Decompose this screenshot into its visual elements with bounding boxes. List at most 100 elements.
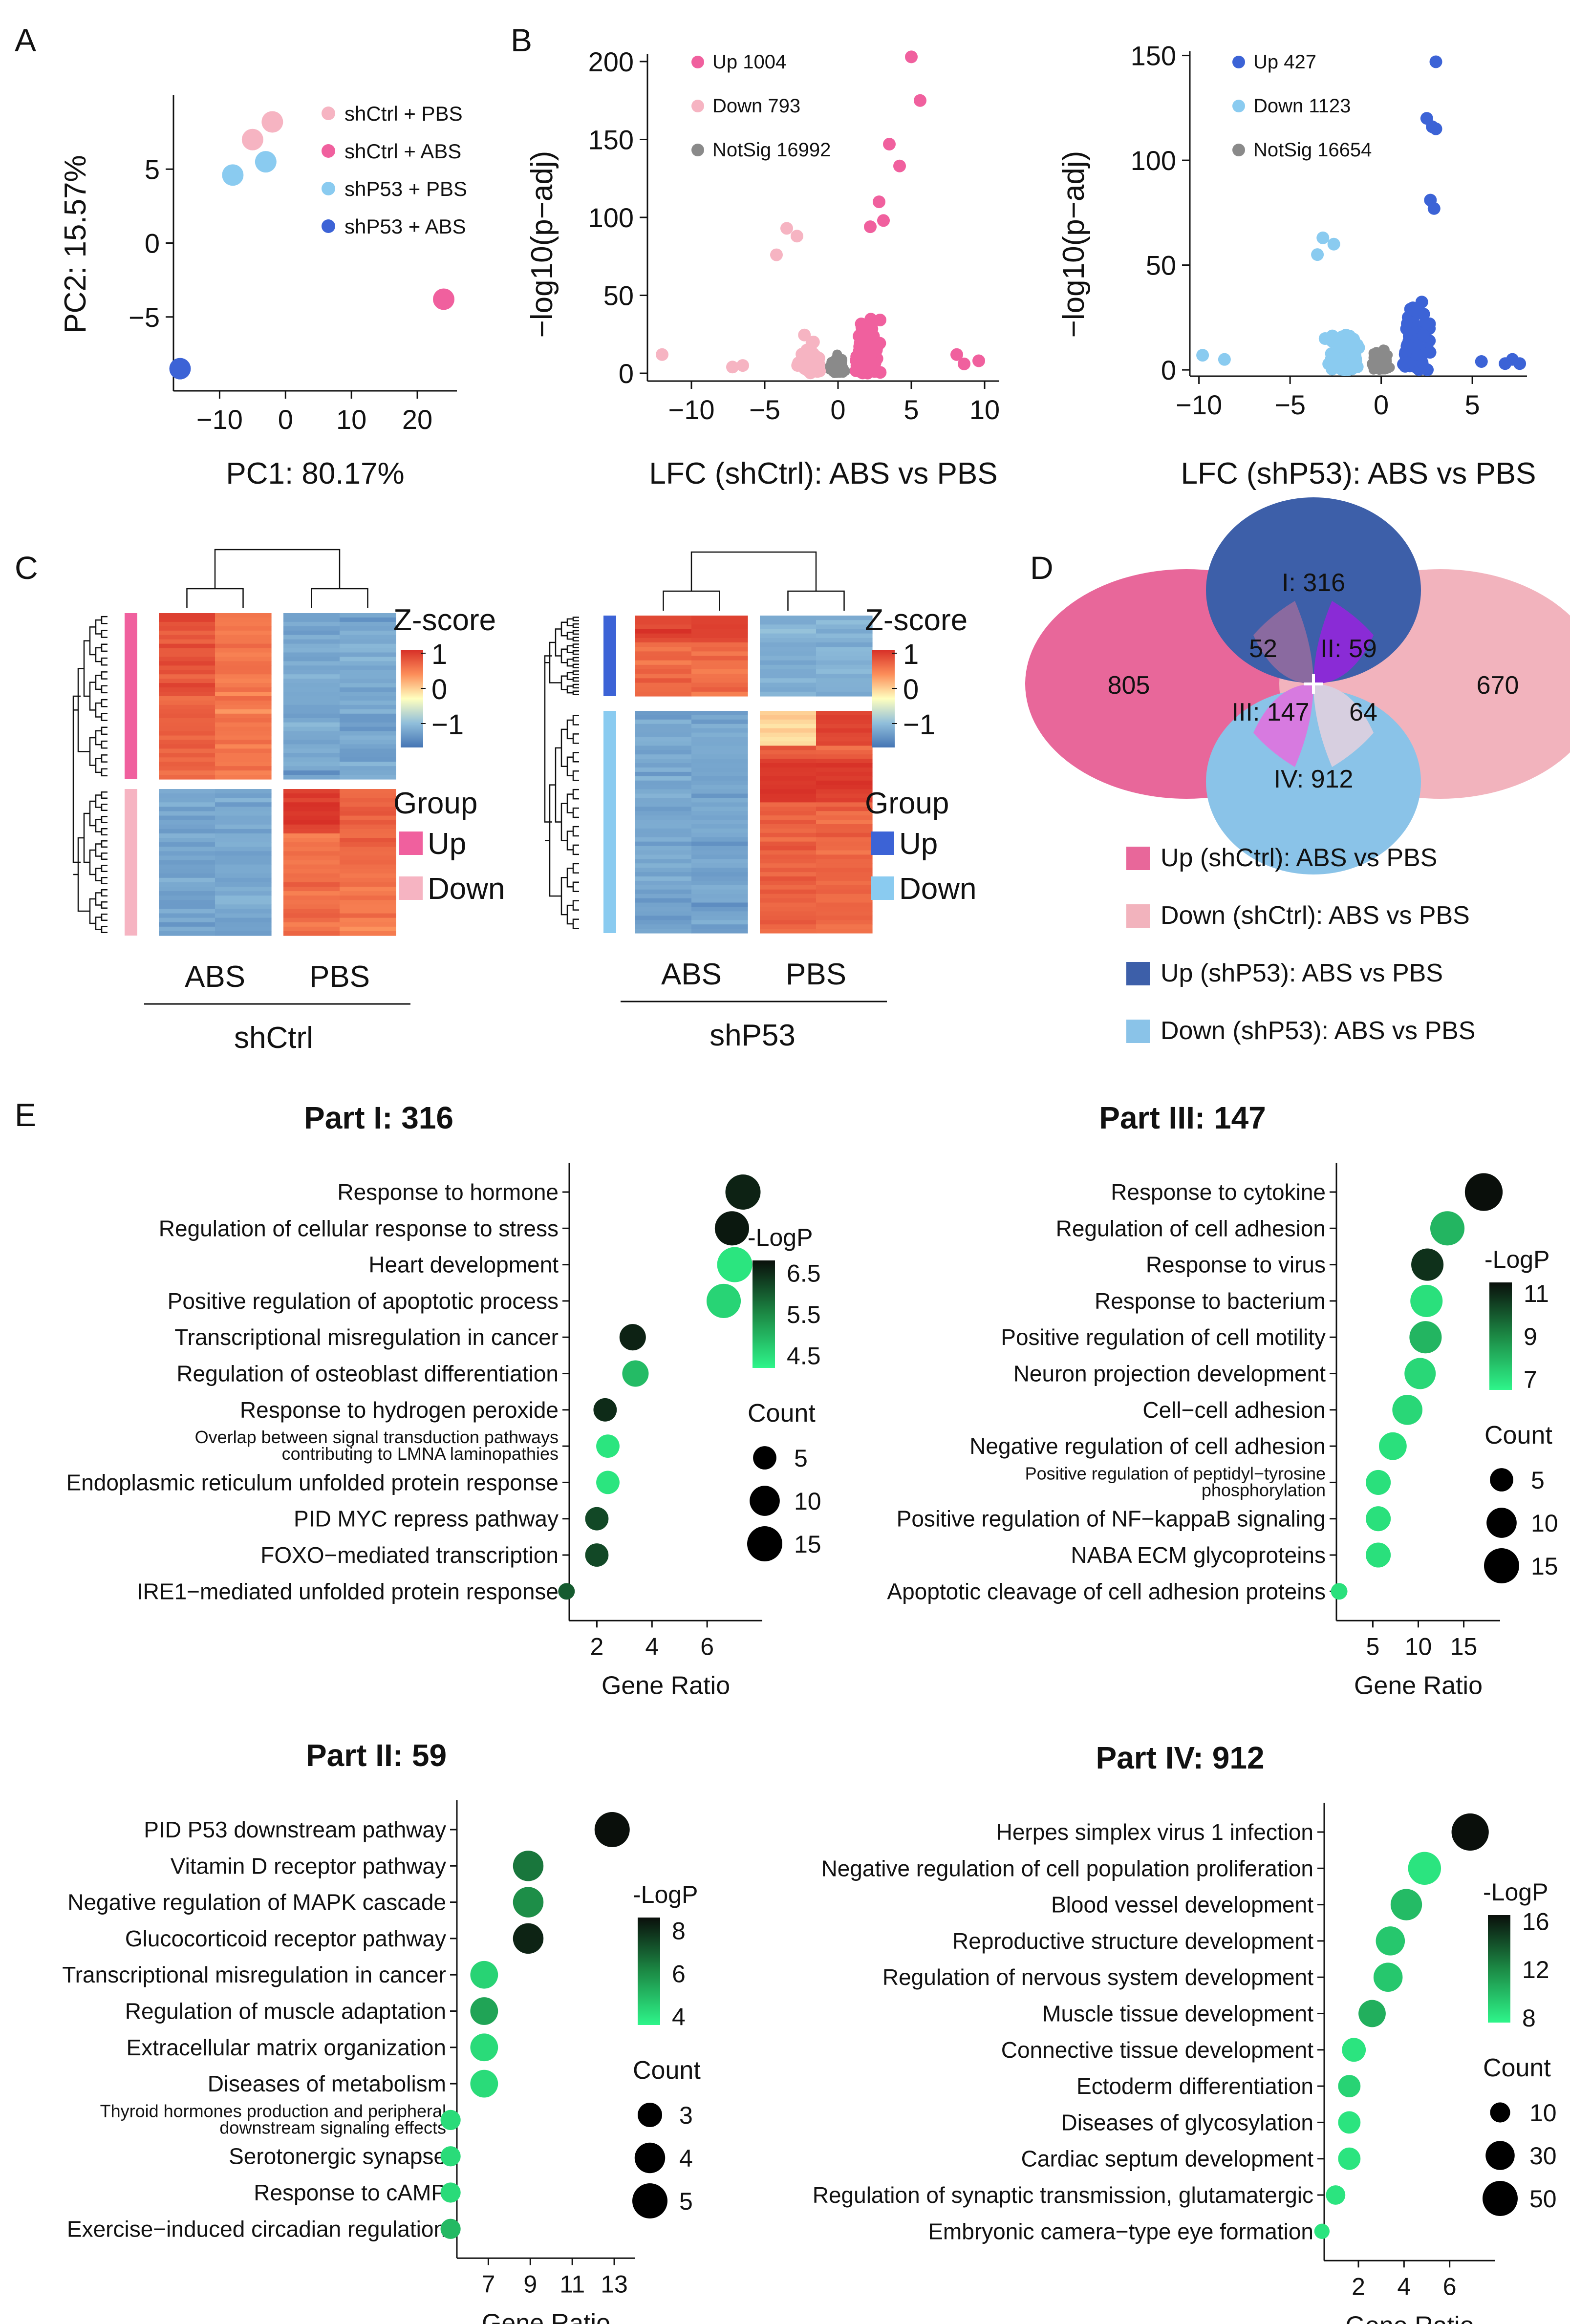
heatmap-cell: [635, 793, 692, 799]
heatmap-cell: [215, 913, 272, 918]
group-annotation-bar: [603, 616, 616, 696]
heatmap-cell: [635, 741, 692, 746]
heatmap-cell: [816, 669, 873, 674]
heatmap-cell: [283, 917, 340, 923]
heatmap-cell: [760, 724, 817, 729]
heatmap-cell: [159, 630, 215, 636]
venn-legend-label: Down (shP53): ABS vs PBS: [1161, 1017, 1476, 1045]
legend-marker: [322, 144, 335, 158]
go-term-label: Transcriptional misregulation in cancer: [62, 1962, 446, 1987]
heatmap-cell: [215, 895, 272, 900]
go-term-label: Negative regulation of cell adhesion: [969, 1433, 1326, 1459]
heatmap-cell: [760, 750, 817, 755]
heatmap-cell: [816, 678, 873, 683]
go-dot: [1379, 1432, 1407, 1460]
down-point: [1327, 237, 1340, 251]
heatmap-cell: [691, 771, 748, 777]
heatmap-cell: [159, 820, 215, 825]
heatmap-cell: [691, 837, 748, 842]
heatmap-cell: [340, 904, 396, 910]
go-dot: [1390, 1889, 1422, 1920]
up-point: [855, 317, 868, 330]
up-point: [1429, 55, 1442, 68]
go-term-label: Positive regulation of cell motility: [1001, 1324, 1326, 1350]
size-legend-dot: [632, 2183, 667, 2218]
heatmap-cell: [215, 873, 272, 878]
heatmap-cell: [691, 850, 748, 855]
heatmap-cell: [340, 891, 396, 896]
heatmap-cell: [215, 670, 272, 675]
heatmap-cell: [215, 855, 272, 861]
x-tick-label: 5: [1465, 389, 1480, 420]
colorbar-title: -LogP: [748, 1224, 813, 1251]
heatmap-cell: [283, 820, 340, 825]
go-dot: [1358, 2000, 1386, 2027]
size-legend-dot: [1486, 1508, 1517, 1538]
heatmap-cell: [691, 750, 748, 755]
pca-point: [241, 128, 263, 150]
up-point: [1409, 348, 1422, 361]
go-term-label: contributing to LMNA laminopathies: [282, 1444, 559, 1464]
venn-legend-swatch: [1126, 962, 1150, 985]
heatmap-cell: [159, 726, 215, 732]
y-tick-label: 0: [145, 228, 160, 259]
down-point: [805, 336, 818, 349]
dendrogram-branch: [95, 892, 102, 906]
heatmap-cell: [215, 793, 272, 798]
heatmap-cell: [635, 750, 692, 755]
heatmap-cell: [760, 793, 817, 799]
heatmap-cell: [691, 642, 748, 647]
go-term-label: IRE1−mediated unfolded protein response: [137, 1578, 559, 1604]
colorbar-tick-label: −1: [903, 709, 935, 741]
heatmap-cell: [340, 617, 396, 622]
venn-region-64: [1313, 684, 1374, 767]
heatmap-cell: [691, 907, 748, 912]
heatmap-cell: [760, 902, 817, 908]
heatmap-cell: [215, 696, 272, 701]
heatmap-cell: [691, 746, 748, 750]
heatmap-cell: [816, 832, 873, 838]
heatmap-cell: [340, 789, 396, 794]
heatmap-cell: [215, 735, 272, 741]
heatmap-cell: [215, 909, 272, 914]
heatmap-cell: [760, 687, 817, 692]
go-dot: [1451, 1813, 1489, 1851]
heatmap-cell: [816, 754, 873, 759]
heatmap-cell: [691, 863, 748, 868]
venn-legend-label: Up (shP53): ABS vs PBS: [1161, 959, 1443, 987]
column-label: PBS: [786, 958, 846, 991]
heatmap-cell: [760, 771, 817, 777]
group-annotation-bar: [125, 613, 137, 779]
down-point: [1352, 341, 1365, 354]
size-legend-dot: [637, 2102, 663, 2128]
heatmap-cell: [283, 683, 340, 688]
colorbar-title: -LogP: [1483, 1878, 1548, 1906]
heatmap-cell: [691, 872, 748, 877]
heatmap-cell: [760, 802, 817, 807]
heatmap-cell: [215, 718, 272, 723]
heatmap-cell: [283, 891, 340, 896]
x-tick-label: 5: [903, 394, 919, 425]
heatmap-cell: [816, 656, 873, 661]
heatmap-cell: [635, 907, 692, 912]
x-tick-label: 0: [278, 404, 293, 435]
dendrogram-branch: [101, 685, 108, 694]
go-term-label: Regulation of muscle adaptation: [125, 1999, 446, 2024]
go-term-label: Response to bacterium: [1095, 1288, 1326, 1314]
heatmap-cell: [816, 687, 873, 692]
heatmap-cell: [215, 643, 272, 649]
x-tick-label: 7: [482, 2270, 495, 2298]
heatmap-cell: [635, 642, 692, 647]
heatmap-cell: [340, 613, 396, 618]
heatmap-cell: [691, 651, 748, 657]
go-dotplot-part-iii: Part III: 147 Response to cytokine Regulat…: [887, 1100, 1558, 1700]
heatmap-cell: [283, 748, 340, 753]
heatmap-cell: [816, 732, 873, 738]
heatmap-cell: [283, 798, 340, 803]
size-legend-dot: [750, 1486, 780, 1516]
go-dot: [1411, 1248, 1444, 1281]
go-dot: [1338, 2111, 1361, 2134]
x-tick-label: 5: [1366, 1633, 1380, 1660]
x-axis-label: Gene Ratio: [482, 2309, 610, 2324]
